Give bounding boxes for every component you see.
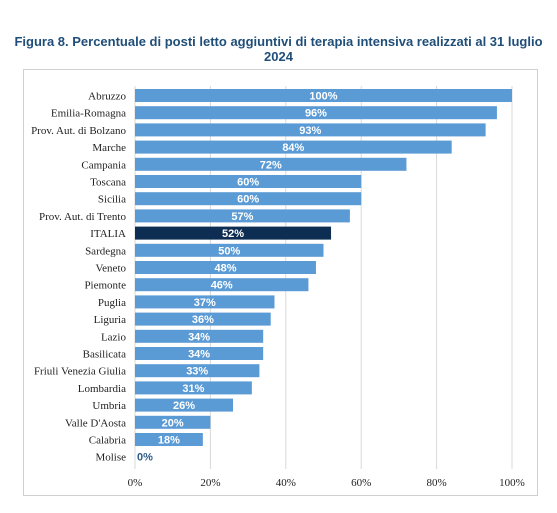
x-tick-label: 20% xyxy=(200,477,220,489)
category-label: Campania xyxy=(81,159,126,171)
bar xyxy=(135,89,512,102)
category-label: Puglia xyxy=(98,297,126,309)
category-label: Liguria xyxy=(94,314,126,326)
category-label: ITALIA xyxy=(90,228,126,240)
data-label: 36% xyxy=(192,314,214,326)
data-label: 26% xyxy=(173,400,195,412)
data-label: 50% xyxy=(218,245,240,257)
category-label: Lazio xyxy=(101,331,127,343)
category-label: Veneto xyxy=(95,263,126,275)
data-label: 72% xyxy=(260,159,282,171)
data-label: 46% xyxy=(211,280,233,292)
data-label: 60% xyxy=(237,194,259,206)
bar xyxy=(135,329,264,343)
data-label: 60% xyxy=(237,177,259,189)
bar xyxy=(135,347,264,360)
bar xyxy=(135,433,203,446)
bar xyxy=(135,295,275,309)
bar xyxy=(135,364,260,378)
category-label: Umbria xyxy=(92,400,126,412)
data-label: 20% xyxy=(162,417,184,429)
category-label: Friuli Venezia Giulia xyxy=(34,366,126,378)
category-label: Prov. Aut. di Bolzano xyxy=(31,125,126,137)
bar xyxy=(135,381,252,395)
x-tick-label: 80% xyxy=(427,477,447,489)
bar xyxy=(135,157,407,171)
chart-frame xyxy=(23,69,538,496)
data-label: 0% xyxy=(137,452,153,464)
bar xyxy=(135,192,362,206)
x-tick-label: 100% xyxy=(499,477,525,489)
data-label: 37% xyxy=(194,297,216,309)
bar xyxy=(135,175,362,188)
bar xyxy=(135,261,316,274)
category-label: Abruzzo xyxy=(88,91,126,103)
data-label: 34% xyxy=(188,331,210,343)
data-label: 33% xyxy=(186,366,208,378)
data-label: 52% xyxy=(222,228,244,240)
bar xyxy=(135,243,324,257)
data-label: 100% xyxy=(309,91,337,103)
data-label: 48% xyxy=(214,263,236,275)
category-label: Basilicata xyxy=(83,349,126,361)
bar xyxy=(135,278,309,292)
data-label: 31% xyxy=(182,383,204,395)
bar xyxy=(135,123,486,137)
bar xyxy=(135,106,497,120)
category-label: Prov. Aut. di Trento xyxy=(39,211,127,223)
category-label: Marche xyxy=(92,142,126,154)
data-label: 57% xyxy=(231,211,253,223)
category-label: Molise xyxy=(95,452,126,464)
chart-title: Figura 8. Percentuale di posti letto agg… xyxy=(14,34,543,64)
category-label: Calabria xyxy=(89,435,126,447)
category-label: Piemonte xyxy=(84,280,126,292)
x-tick-label: 40% xyxy=(276,477,296,489)
category-label: Valle D'Aosta xyxy=(65,417,126,429)
bar xyxy=(135,140,452,154)
data-label: 93% xyxy=(299,125,321,137)
data-label: 34% xyxy=(188,349,210,361)
x-tick-label: 0% xyxy=(128,477,143,489)
category-label: Sardegna xyxy=(85,245,126,257)
category-label: Emilia-Romagna xyxy=(51,108,126,120)
bar xyxy=(135,312,271,326)
data-label: 84% xyxy=(282,142,304,154)
category-label: Sicilia xyxy=(98,194,126,206)
data-label: 96% xyxy=(305,108,327,120)
bar xyxy=(135,415,211,429)
data-label: 18% xyxy=(158,435,180,447)
bar xyxy=(135,398,234,412)
category-label: Toscana xyxy=(90,177,126,189)
x-tick-label: 60% xyxy=(351,477,371,489)
bar xyxy=(135,209,350,223)
category-label: Lombardia xyxy=(78,383,126,395)
bar xyxy=(135,226,332,240)
